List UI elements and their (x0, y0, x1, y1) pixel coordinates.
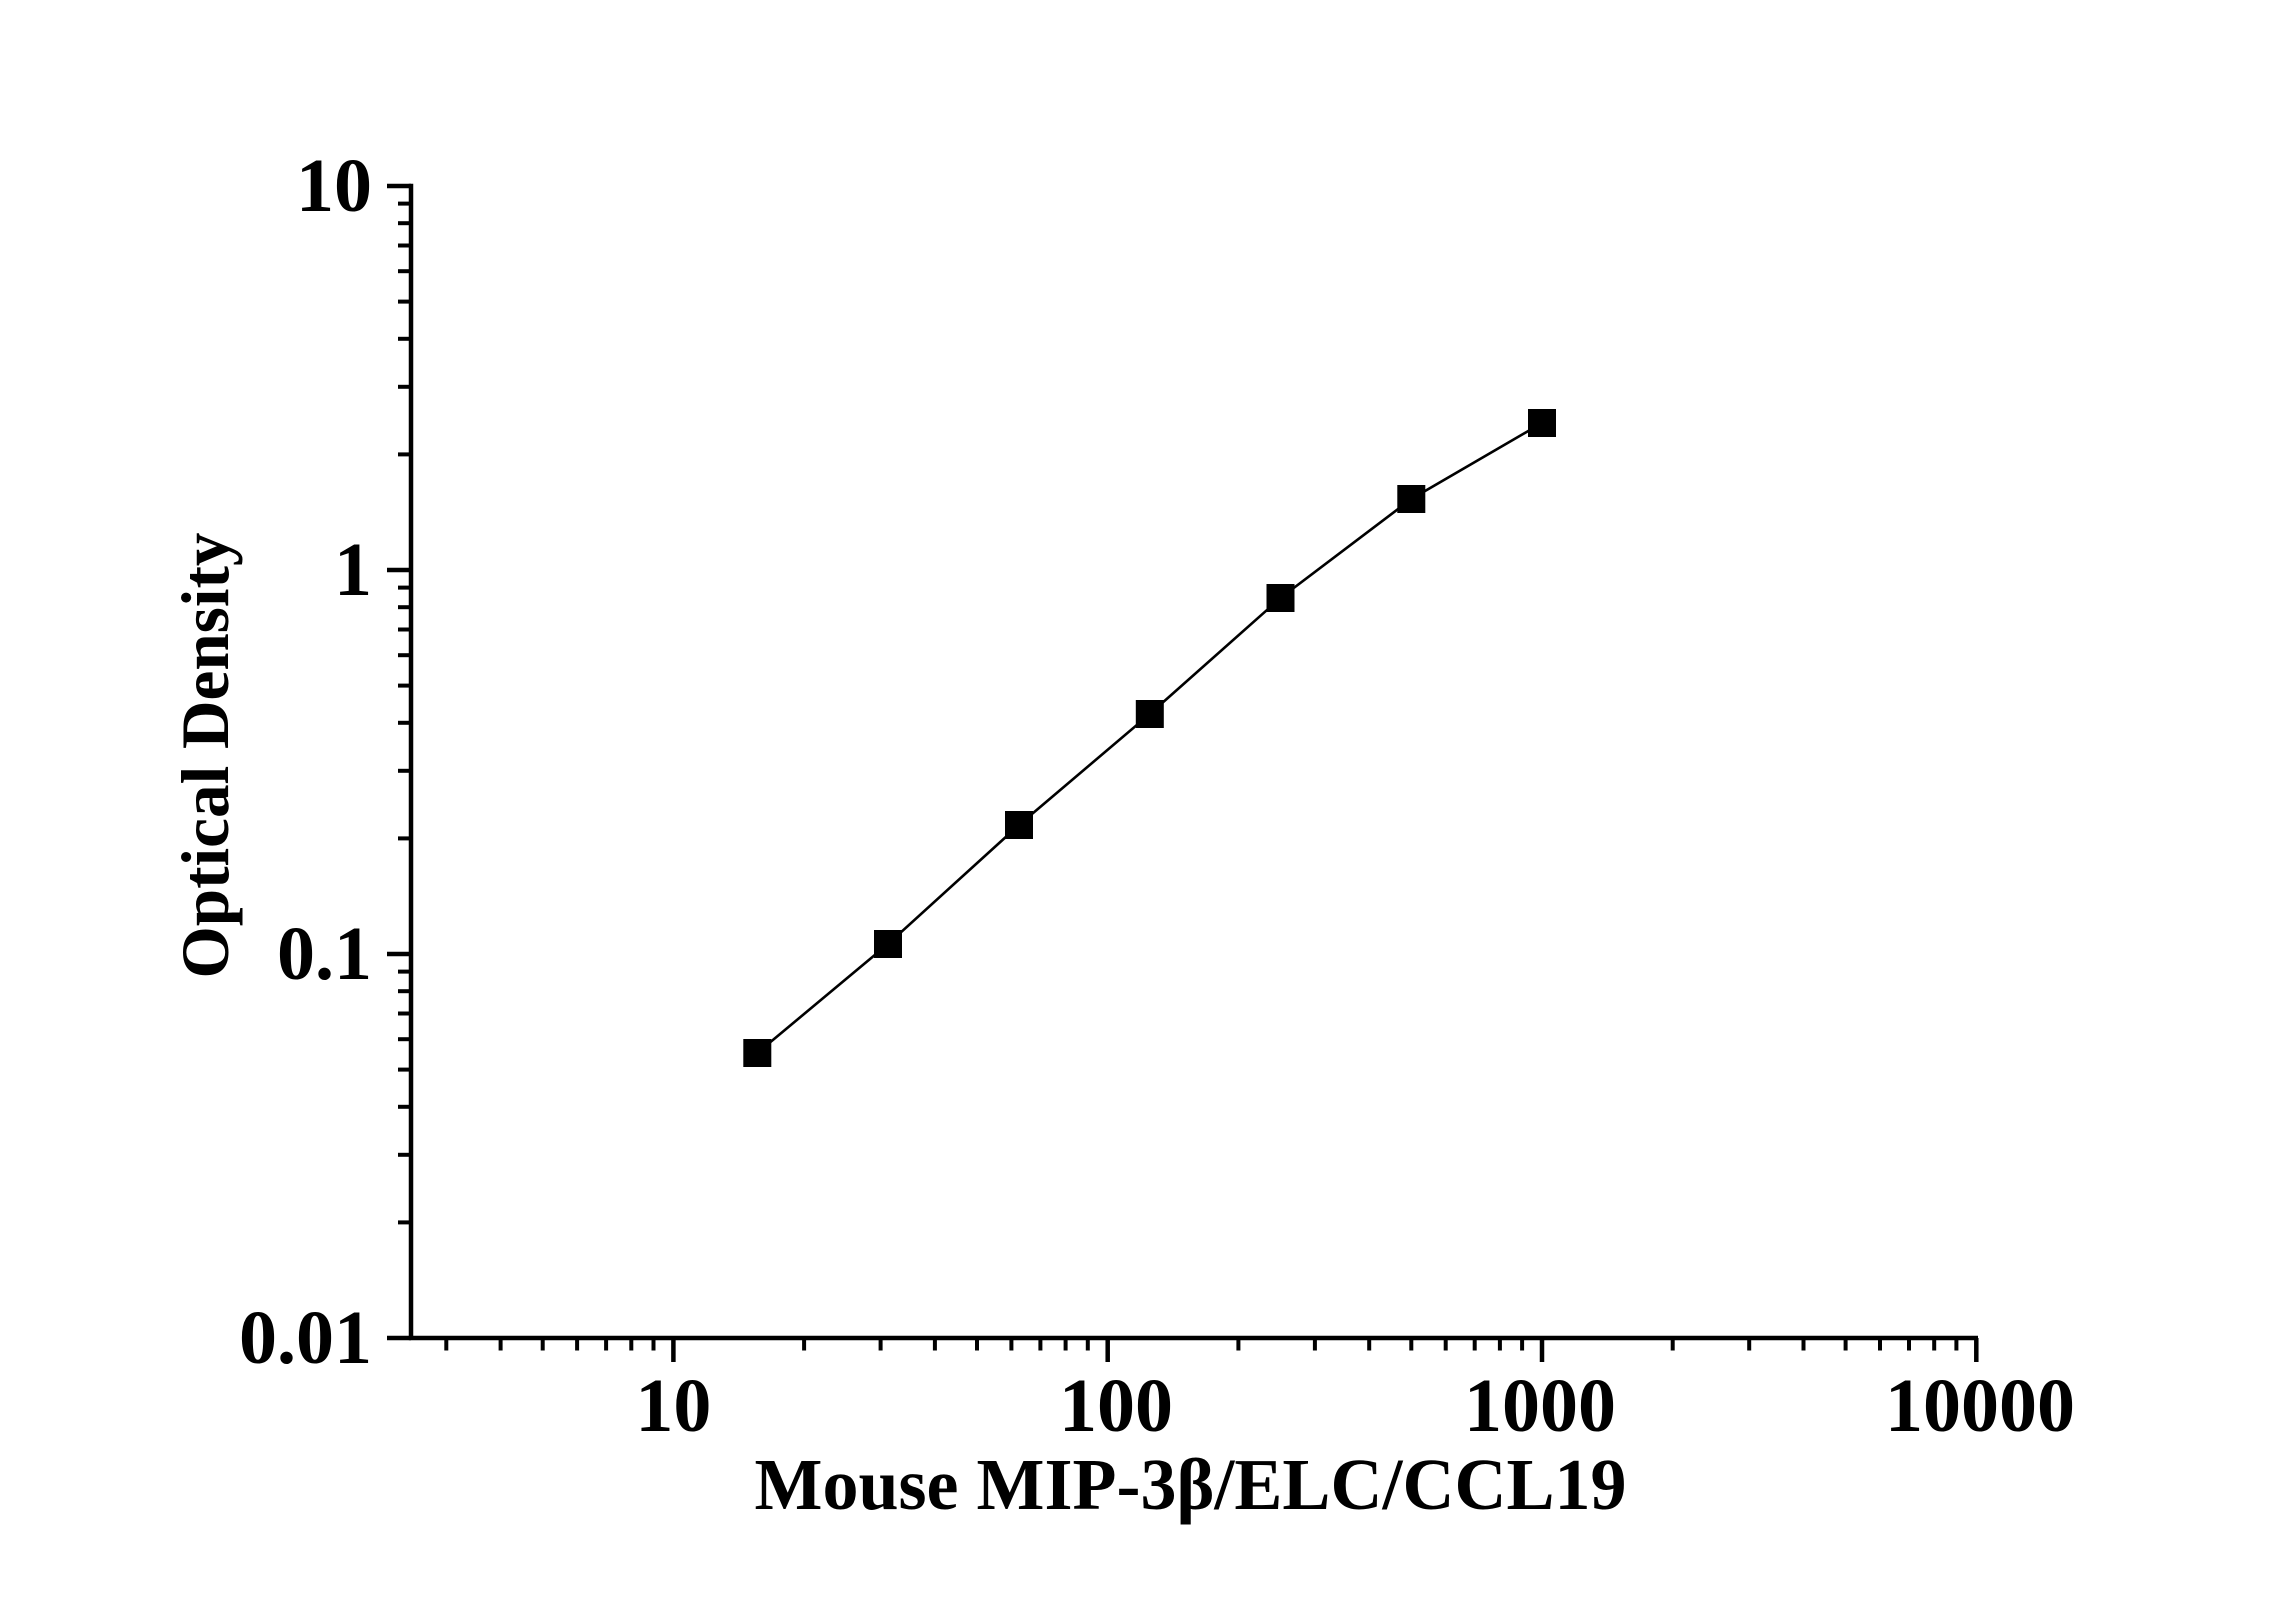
svg-text:100: 100 (1059, 1364, 1173, 1448)
svg-text:0.1: 0.1 (277, 912, 372, 996)
svg-text:0.01: 0.01 (239, 1296, 372, 1380)
svg-text:10000: 10000 (1885, 1364, 2075, 1448)
svg-text:10: 10 (296, 144, 372, 228)
svg-text:Optical Density: Optical Density (167, 533, 243, 979)
svg-text:Mouse MIP-3β/ELC/CCL19: Mouse MIP-3β/ELC/CCL19 (755, 1444, 1627, 1525)
svg-text:1000: 1000 (1464, 1364, 1616, 1448)
svg-text:10: 10 (635, 1364, 711, 1448)
svg-text:1: 1 (334, 528, 372, 612)
